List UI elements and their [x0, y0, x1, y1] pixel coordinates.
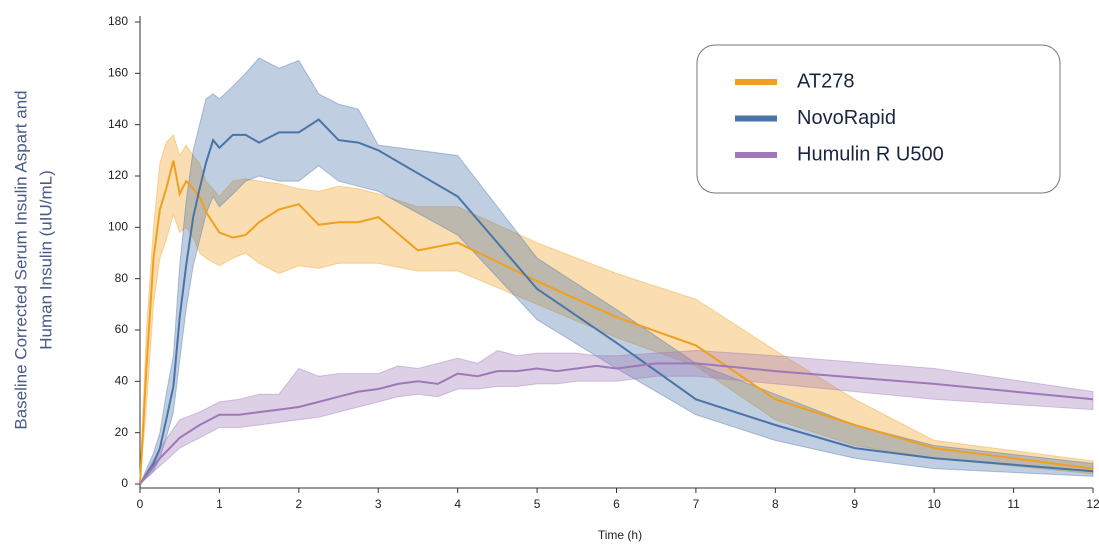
y-tick-label: 140 — [108, 117, 128, 131]
x-tick-label: 5 — [534, 497, 541, 511]
confidence-band — [139, 349, 1094, 485]
series-line — [139, 362, 1094, 485]
y-tick-label: 20 — [115, 425, 129, 439]
x-tick-label: 10 — [927, 497, 941, 511]
confidence-band — [139, 57, 1094, 485]
y-tick-label: 180 — [108, 14, 128, 28]
legend-box — [696, 44, 1061, 194]
y-tick-label: 120 — [108, 168, 128, 182]
x-tick-label: 12 — [1086, 497, 1099, 511]
confidence-band — [139, 133, 1094, 485]
y-tick-label: 0 — [121, 476, 128, 490]
legend-label: Humulin R U500 — [797, 143, 944, 165]
x-tick-label: 7 — [693, 497, 700, 511]
legend-label: AT278 — [797, 70, 854, 92]
y-axis-label: Human Insulin (uIU/mL) — [36, 170, 55, 350]
x-tick-label: 8 — [772, 497, 779, 511]
series-line — [139, 160, 1094, 485]
x-tick-label: 0 — [137, 497, 144, 511]
x-tick-label: 9 — [851, 497, 858, 511]
x-tick-label: 4 — [454, 497, 461, 511]
y-tick-label: 100 — [108, 220, 128, 234]
x-axis-label: Time (h) — [598, 528, 642, 542]
x-tick-label: 6 — [613, 497, 620, 511]
x-tick-label: 2 — [295, 497, 302, 511]
y-tick-label: 60 — [115, 322, 129, 336]
y-tick-label: 40 — [115, 374, 129, 388]
y-tick-label: 160 — [108, 66, 128, 80]
series-line — [139, 118, 1094, 485]
x-tick-label: 3 — [375, 497, 382, 511]
x-tick-label: 11 — [1007, 497, 1020, 511]
x-tick-label: 1 — [216, 497, 223, 511]
y-tick-label: 80 — [115, 271, 129, 285]
y-axis-label: Baseline Corrected Serum Insulin Aspart … — [11, 90, 30, 429]
legend-label: NovoRapid — [797, 107, 896, 129]
